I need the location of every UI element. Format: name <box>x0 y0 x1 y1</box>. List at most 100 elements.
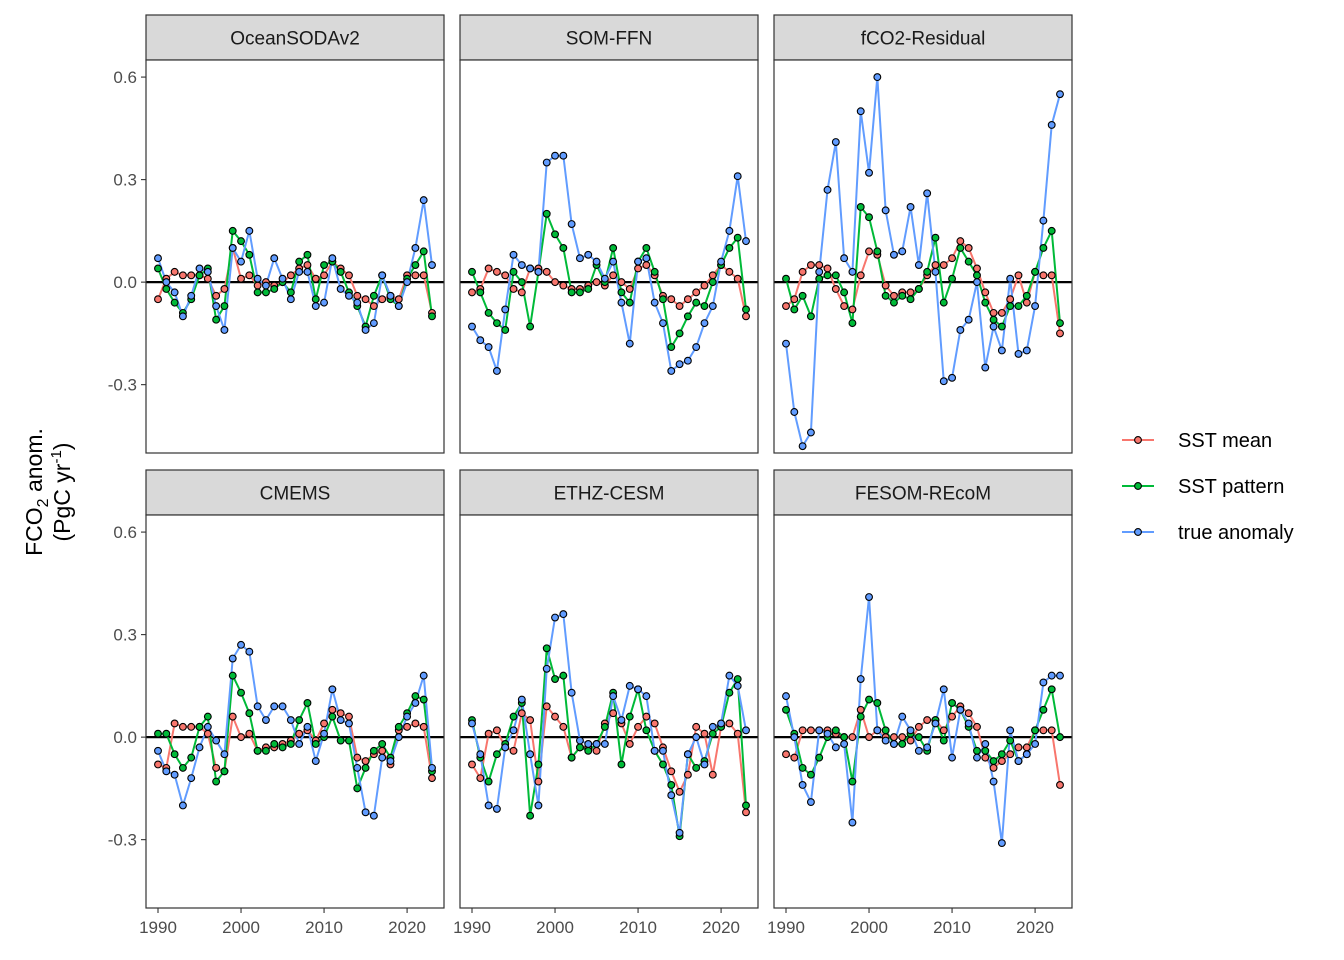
y-axis-title-line2-superscript: -1 <box>48 450 65 463</box>
data-point <box>815 726 824 735</box>
data-point <box>468 267 476 276</box>
x-tick-label: 2000 <box>222 918 260 937</box>
data-point <box>237 257 245 266</box>
data-point <box>939 736 948 745</box>
data-point <box>468 760 476 769</box>
data-point <box>468 322 476 331</box>
data-point <box>311 295 320 304</box>
data-point <box>345 712 353 721</box>
data-point <box>320 271 329 280</box>
facet-strip <box>145 469 445 516</box>
data-point <box>806 312 815 321</box>
plot-area <box>460 60 758 453</box>
data-point <box>336 716 345 724</box>
data-point <box>369 811 378 820</box>
data-point <box>526 322 535 331</box>
data-point <box>856 203 865 211</box>
data-point <box>873 73 882 82</box>
data-point <box>361 326 370 334</box>
legend-item: SST mean <box>1122 430 1272 452</box>
series-line <box>471 613 747 834</box>
data-point <box>353 291 362 300</box>
data-point <box>806 770 815 779</box>
facet-panel: FESOM-REcoM 1990 2000 2010 2020 <box>767 469 1073 937</box>
data-point <box>154 295 162 304</box>
data-point <box>997 757 1006 765</box>
data-point <box>831 726 840 735</box>
data-point <box>567 688 576 697</box>
data-point <box>1039 726 1048 735</box>
data-point <box>898 247 907 256</box>
facet-title: ETHZ-CESM <box>554 484 665 505</box>
data-point <box>1014 743 1023 752</box>
y-tick-label: 0.0 <box>113 273 137 292</box>
data-point <box>733 681 742 690</box>
data-point <box>733 729 742 738</box>
data-point <box>559 244 568 252</box>
data-point <box>700 302 709 310</box>
legend: SST mean SST pattern true anomaly <box>1122 430 1294 544</box>
data-point <box>642 261 651 269</box>
data-point <box>692 343 701 352</box>
data-point <box>609 244 618 252</box>
data-point <box>981 298 990 307</box>
data-point <box>964 315 973 324</box>
data-point <box>419 271 428 280</box>
data-point <box>203 729 212 738</box>
data-point <box>320 261 329 269</box>
facet-title: fCO2-Residual <box>861 29 986 50</box>
data-point <box>1056 319 1064 328</box>
data-point <box>1047 226 1056 235</box>
data-point <box>509 267 518 276</box>
data-point <box>592 740 601 748</box>
data-point <box>237 733 245 742</box>
data-point <box>517 278 526 287</box>
data-point <box>948 373 957 382</box>
data-point <box>667 781 676 789</box>
data-point <box>212 302 221 310</box>
data-point <box>923 716 932 724</box>
data-point <box>592 746 601 755</box>
data-point <box>187 291 196 300</box>
data-point <box>683 770 692 779</box>
data-point <box>567 220 576 228</box>
data-point <box>1039 705 1048 714</box>
facet-strip <box>773 469 1073 516</box>
facet-title: CMEMS <box>260 484 331 505</box>
data-point <box>328 705 337 714</box>
series-line <box>157 643 433 817</box>
data-point <box>1039 244 1048 252</box>
data-point <box>428 763 436 772</box>
data-point <box>667 767 676 776</box>
data-point <box>865 247 873 256</box>
data-point <box>906 726 915 735</box>
data-point <box>154 729 162 738</box>
data-point <box>575 736 584 745</box>
data-point <box>162 285 171 293</box>
data-point <box>411 719 420 728</box>
data-point <box>592 257 601 266</box>
y-tick-label: 0.6 <box>113 68 137 87</box>
data-point <box>195 743 204 752</box>
data-point <box>245 647 254 656</box>
data-point <box>353 298 362 307</box>
data-point <box>667 295 676 304</box>
series-line <box>785 205 1061 328</box>
data-point <box>790 295 799 304</box>
data-point <box>600 740 609 748</box>
data-point <box>973 722 981 731</box>
data-point <box>1056 671 1064 680</box>
data-point <box>253 702 262 711</box>
data-point <box>353 763 362 772</box>
data-point <box>650 298 659 307</box>
data-point <box>551 278 559 287</box>
data-point <box>245 729 254 738</box>
y-tick-label: -0.3 <box>108 831 137 850</box>
data-point <box>526 264 535 273</box>
data-point <box>178 801 187 810</box>
data-point <box>336 285 345 293</box>
data-point <box>939 298 948 307</box>
data-point <box>964 719 973 728</box>
data-point <box>484 801 493 810</box>
data-point <box>476 774 485 783</box>
